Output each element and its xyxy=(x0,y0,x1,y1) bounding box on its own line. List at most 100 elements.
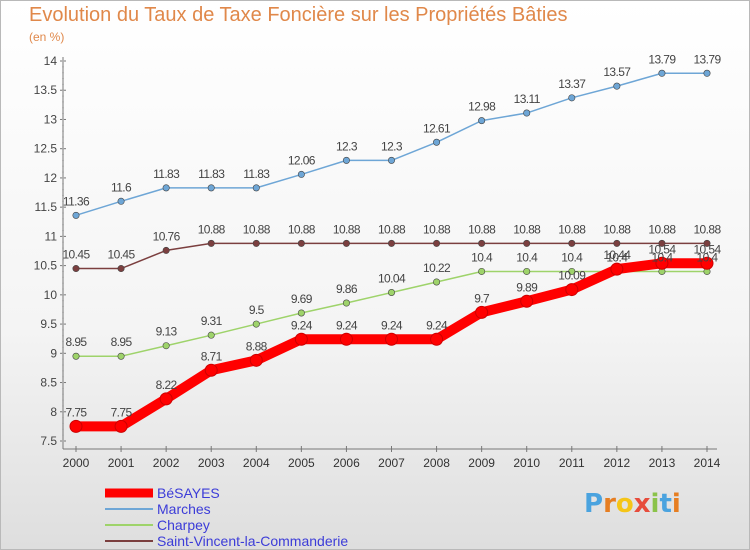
data-point xyxy=(387,289,395,297)
legend-item-besayes[interactable]: BéSAYES xyxy=(105,485,425,501)
data-label: 11.83 xyxy=(198,167,225,181)
data-point xyxy=(523,267,531,275)
data-point xyxy=(700,256,714,270)
data-point xyxy=(162,246,170,254)
data-label: 12.61 xyxy=(423,121,451,135)
data-label: 10.88 xyxy=(423,222,451,236)
data-label: 9.13 xyxy=(156,325,178,339)
legend-item-saint-vincent[interactable]: Saint-Vincent-la-Commanderie xyxy=(105,533,425,549)
data-point xyxy=(475,305,489,319)
data-label: 10.4 xyxy=(561,250,583,264)
y-tick-label: 12.5 xyxy=(34,142,58,156)
x-tick-label: 2009 xyxy=(468,456,495,470)
data-label: 11.83 xyxy=(243,167,270,181)
data-label: 9.89 xyxy=(516,280,538,294)
data-label: 10.22 xyxy=(423,261,451,275)
data-point xyxy=(703,69,711,77)
data-point xyxy=(613,82,621,90)
legend: BéSAYES Marches Charpey Saint-Vincent-la… xyxy=(105,485,425,549)
data-label: 10.45 xyxy=(108,248,136,262)
data-label: 11.6 xyxy=(111,180,132,194)
x-tick-label: 2005 xyxy=(288,456,315,470)
data-point xyxy=(207,331,215,339)
data-point xyxy=(565,283,579,297)
data-point xyxy=(72,352,80,360)
data-label: 11.83 xyxy=(153,167,180,181)
data-point xyxy=(523,109,531,117)
data-label: 10.88 xyxy=(288,222,316,236)
legend-swatch-charpey xyxy=(105,524,153,526)
data-point xyxy=(387,239,395,247)
data-point xyxy=(162,184,170,192)
y-tick-label: 7.5 xyxy=(40,434,57,448)
data-point xyxy=(342,156,350,164)
x-tick-label: 2004 xyxy=(243,456,270,470)
data-point xyxy=(252,184,260,192)
data-point xyxy=(387,156,395,164)
y-tick-label: 12 xyxy=(44,171,58,185)
data-label: 13.79 xyxy=(693,52,721,66)
data-label: 10.88 xyxy=(243,222,271,236)
data-point xyxy=(568,267,576,275)
data-point xyxy=(658,69,666,77)
data-point xyxy=(207,184,215,192)
data-point xyxy=(297,239,305,247)
data-point xyxy=(658,239,666,247)
data-label: 13.79 xyxy=(648,52,676,66)
y-tick-label: 8 xyxy=(50,405,57,419)
data-label: 10.88 xyxy=(513,222,541,236)
data-point xyxy=(433,138,441,146)
data-point xyxy=(520,294,534,308)
data-point xyxy=(294,332,308,346)
data-point xyxy=(430,332,444,346)
data-label: 10.88 xyxy=(648,222,676,236)
data-label: 10.04 xyxy=(378,272,406,286)
data-label: 9.31 xyxy=(201,314,223,328)
data-label: 13.11 xyxy=(514,92,541,106)
data-point xyxy=(568,94,576,102)
data-label: 10.4 xyxy=(651,250,673,264)
legend-swatch-besayes xyxy=(105,488,153,498)
legend-label-marches: Marches xyxy=(157,501,211,517)
data-label: 12.3 xyxy=(381,139,403,153)
data-label: 12.98 xyxy=(468,100,496,114)
x-tick-label: 2008 xyxy=(423,456,450,470)
data-point xyxy=(433,278,441,286)
data-point xyxy=(478,267,486,275)
data-point xyxy=(703,239,711,247)
data-point xyxy=(249,353,263,367)
data-label: 9.24 xyxy=(336,318,358,332)
data-label: 8.22 xyxy=(156,378,178,392)
data-point xyxy=(433,239,441,247)
data-label: 10.88 xyxy=(468,222,496,236)
data-label: 10.45 xyxy=(62,248,90,262)
data-point xyxy=(613,239,621,247)
data-point xyxy=(655,256,669,270)
legend-swatch-saint-vincent xyxy=(105,540,153,542)
x-tick-label: 2002 xyxy=(153,456,180,470)
data-label: 10.88 xyxy=(558,222,586,236)
y-tick-label: 13 xyxy=(44,112,58,126)
y-tick-label: 9 xyxy=(50,346,57,360)
unit-label: (en %) xyxy=(29,30,65,44)
legend-item-charpey[interactable]: Charpey xyxy=(105,517,425,533)
data-point xyxy=(117,265,125,273)
data-point xyxy=(117,197,125,205)
data-label: 10.76 xyxy=(153,229,181,243)
data-label: 10.4 xyxy=(471,250,493,264)
legend-item-marches[interactable]: Marches xyxy=(105,501,425,517)
data-point xyxy=(72,265,80,273)
data-point xyxy=(114,419,128,433)
data-point xyxy=(159,392,173,406)
data-label: 10.88 xyxy=(198,222,226,236)
data-point xyxy=(204,363,218,377)
data-point xyxy=(297,309,305,317)
data-label: 8.71 xyxy=(201,349,223,363)
data-label: 12.3 xyxy=(336,139,358,153)
data-point xyxy=(339,332,353,346)
y-tick-label: 10 xyxy=(44,288,58,302)
x-tick-label: 2000 xyxy=(63,456,90,470)
x-tick-label: 2003 xyxy=(198,456,225,470)
data-label: 10.88 xyxy=(693,222,721,236)
